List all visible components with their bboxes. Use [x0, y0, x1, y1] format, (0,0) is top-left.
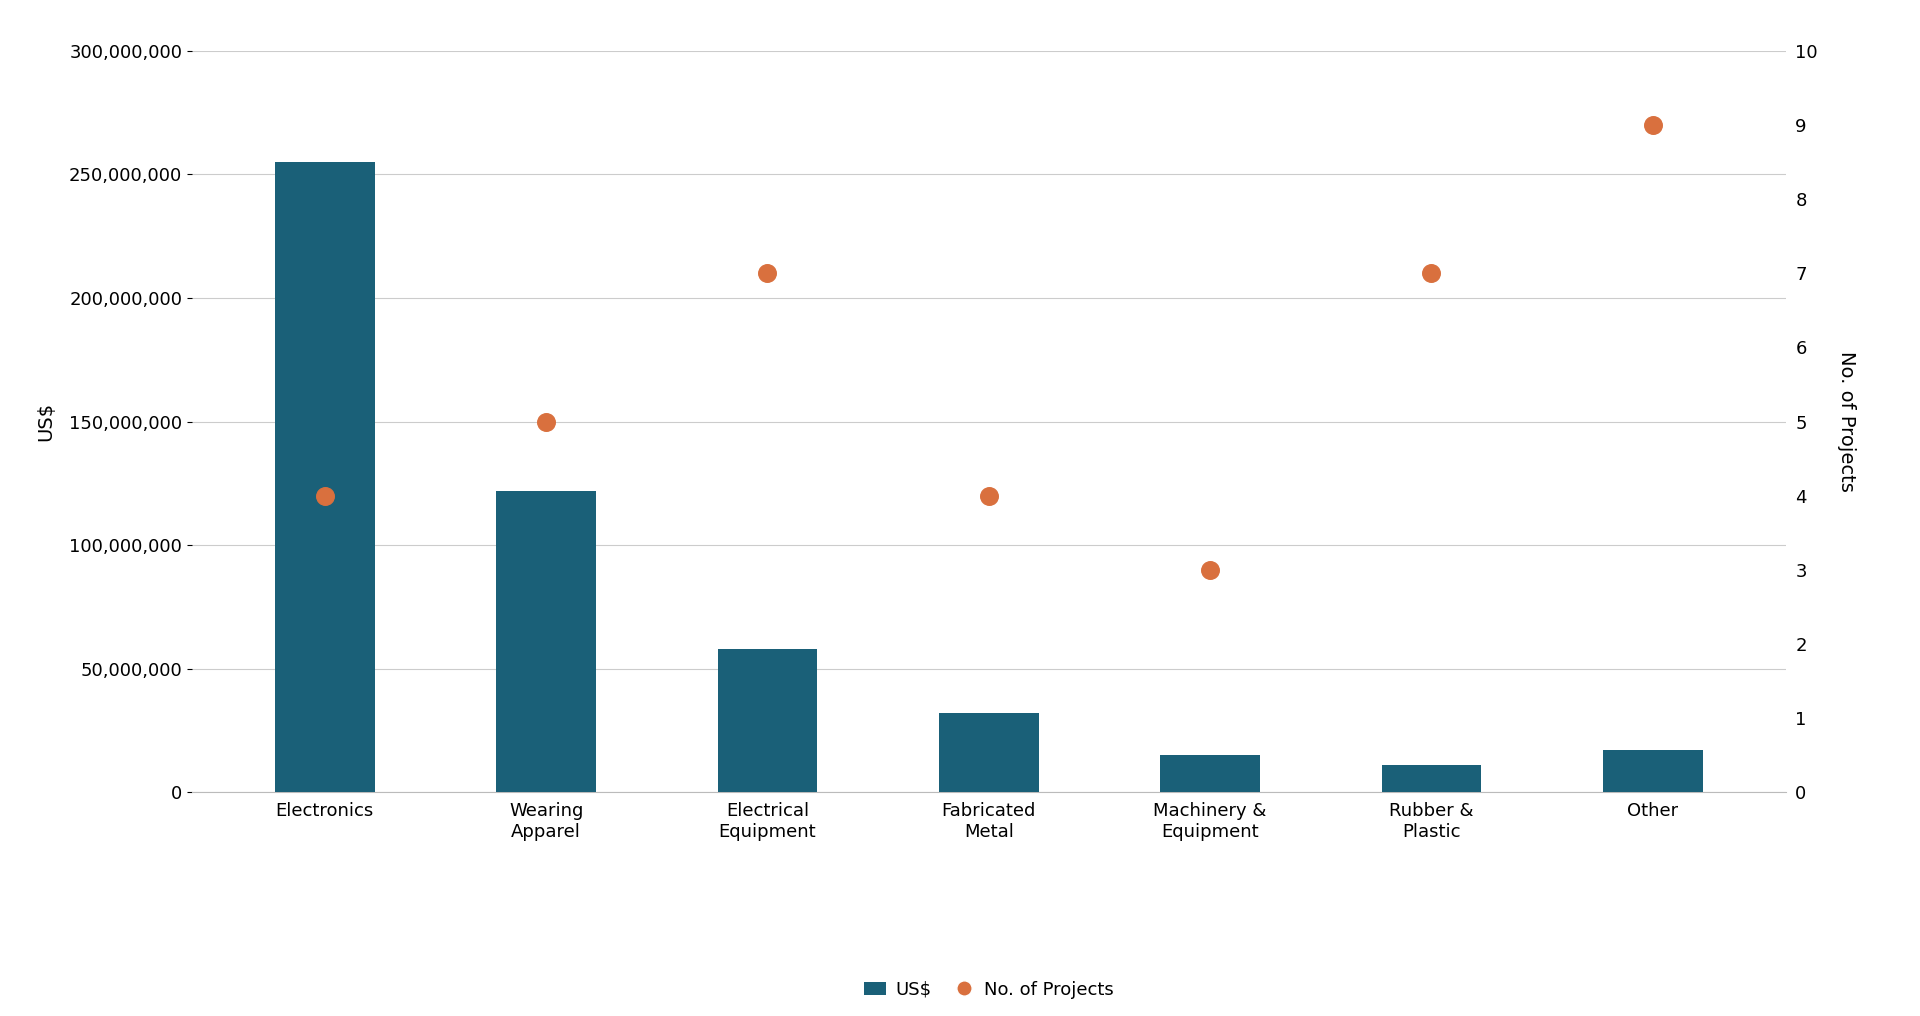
No. of Projects	[1417, 265, 1448, 281]
No. of Projects	[1194, 562, 1225, 578]
Bar	[1382, 765, 1480, 792]
No. of Projects	[973, 488, 1004, 504]
Bar	[497, 491, 595, 792]
Y-axis label: US$: US$	[36, 402, 56, 441]
Bar	[939, 713, 1039, 792]
Bar	[718, 649, 818, 792]
Bar	[1603, 751, 1703, 792]
Y-axis label: No. of Projects: No. of Projects	[1837, 352, 1857, 492]
Bar	[1160, 756, 1260, 792]
Legend: US$, No. of Projects: US$, No. of Projects	[856, 973, 1121, 1006]
No. of Projects	[753, 265, 783, 281]
No. of Projects	[309, 488, 340, 504]
No. of Projects	[530, 414, 561, 430]
Bar	[275, 163, 374, 792]
No. of Projects	[1638, 117, 1668, 133]
